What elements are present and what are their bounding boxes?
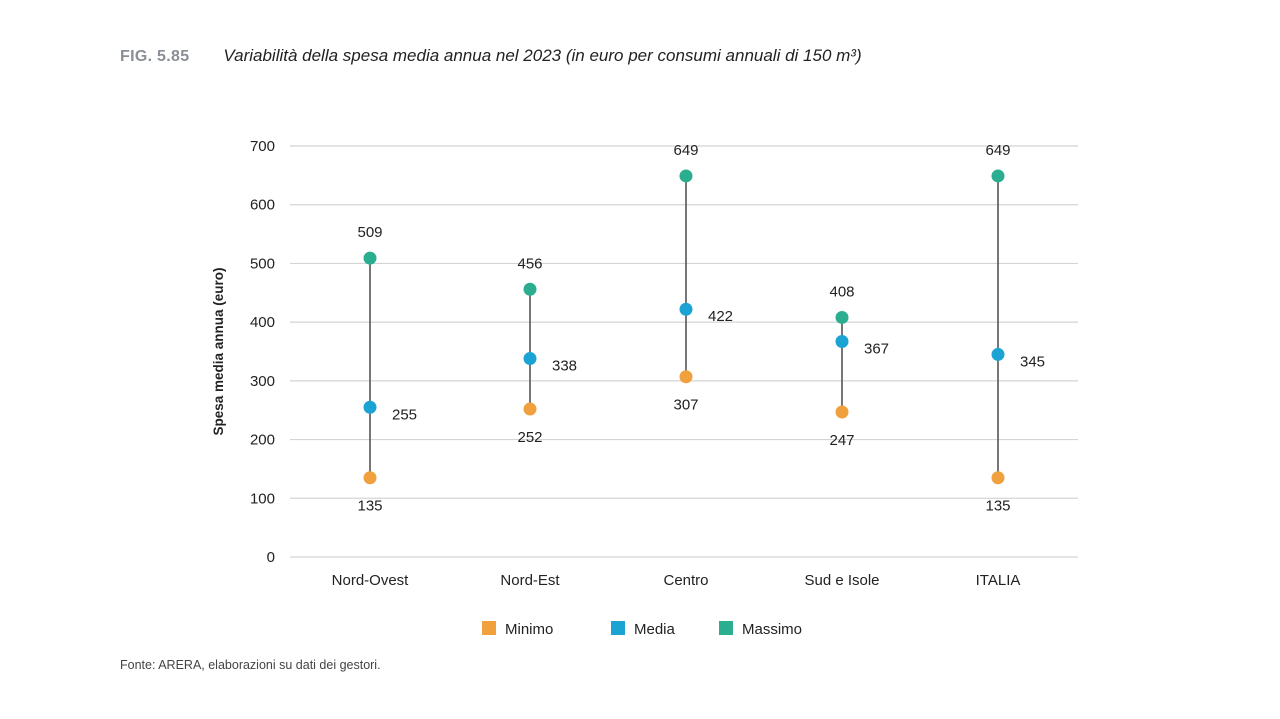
data-label-massimo: 649 xyxy=(985,142,1010,159)
y-tick-label: 200 xyxy=(250,432,275,449)
point-media xyxy=(991,347,1005,361)
data-label-massimo: 509 xyxy=(357,224,382,241)
source-note: Fonte: ARERA, elaborazioni su dati dei g… xyxy=(120,658,381,672)
y-axis-label: Spesa media annua (euro) xyxy=(211,267,226,435)
data-label-media: 338 xyxy=(552,358,577,375)
point-minimo xyxy=(835,405,849,419)
point-massimo xyxy=(679,169,693,183)
figure-title: Variabilità della spesa media annua nel … xyxy=(223,46,862,65)
legend-label-massimo: Massimo xyxy=(742,621,802,638)
x-tick-label: Centro xyxy=(663,572,708,589)
y-tick-label: 700 xyxy=(250,138,275,155)
data-label-massimo: 408 xyxy=(829,283,854,300)
point-media xyxy=(363,400,377,414)
point-minimo xyxy=(523,402,537,416)
x-tick-label: Sud e Isole xyxy=(804,572,879,589)
point-massimo xyxy=(363,251,377,265)
data-label-minimo: 252 xyxy=(517,429,542,446)
y-tick-label: 400 xyxy=(250,314,275,331)
y-tick-label: 300 xyxy=(250,373,275,390)
y-tick-label: 100 xyxy=(250,490,275,507)
data-label-minimo: 247 xyxy=(829,432,854,449)
point-media xyxy=(679,302,693,316)
point-media xyxy=(523,352,537,366)
data-label-media: 367 xyxy=(864,341,889,358)
data-label-massimo: 649 xyxy=(673,142,698,159)
y-tick-label: 600 xyxy=(250,197,275,214)
data-label-media: 422 xyxy=(708,308,733,325)
data-label-minimo: 135 xyxy=(985,498,1010,515)
x-tick-label: Nord-Est xyxy=(500,572,560,589)
point-massimo xyxy=(523,282,537,296)
point-minimo xyxy=(679,370,693,384)
data-label-media: 255 xyxy=(392,406,417,423)
legend-label-media: Media xyxy=(634,621,676,638)
legend-swatch-media xyxy=(611,621,625,635)
x-tick-label: ITALIA xyxy=(976,572,1021,589)
figure-header: FIG. 5.85 Variabilità della spesa media … xyxy=(120,46,862,66)
point-massimo xyxy=(991,169,1005,183)
point-media xyxy=(835,335,849,349)
legend-label-minimo: Minimo xyxy=(505,621,553,638)
data-label-minimo: 307 xyxy=(673,397,698,414)
data-label-massimo: 456 xyxy=(517,255,542,272)
y-tick-label: 500 xyxy=(250,255,275,272)
point-massimo xyxy=(835,310,849,324)
point-minimo xyxy=(991,471,1005,485)
legend-swatch-massimo xyxy=(719,621,733,635)
x-tick-label: Nord-Ovest xyxy=(332,572,410,589)
point-minimo xyxy=(363,471,377,485)
y-tick-label: 0 xyxy=(267,549,275,566)
data-label-minimo: 135 xyxy=(357,498,382,515)
data-label-media: 345 xyxy=(1020,353,1045,370)
legend-swatch-minimo xyxy=(482,621,496,635)
figure-number: FIG. 5.85 xyxy=(120,48,190,65)
